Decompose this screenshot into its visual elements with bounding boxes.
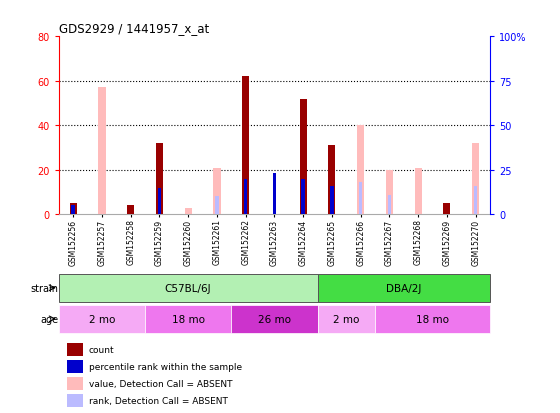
Text: value, Detection Call = ABSENT: value, Detection Call = ABSENT xyxy=(89,379,232,388)
Bar xyxy=(145,305,231,333)
Text: percentile rank within the sample: percentile rank within the sample xyxy=(89,362,242,371)
Bar xyxy=(414,168,422,215)
Bar xyxy=(359,183,362,215)
Text: age: age xyxy=(41,314,59,324)
Bar xyxy=(472,144,479,215)
Bar xyxy=(59,274,318,302)
Bar xyxy=(388,195,391,215)
Text: C57BL/6J: C57BL/6J xyxy=(165,283,212,293)
Text: 18 mo: 18 mo xyxy=(172,314,204,324)
Bar xyxy=(300,100,307,215)
Bar xyxy=(242,77,249,215)
Bar xyxy=(67,360,82,373)
Text: rank, Detection Call = ABSENT: rank, Detection Call = ABSENT xyxy=(89,396,228,405)
Text: 2 mo: 2 mo xyxy=(333,314,360,324)
Bar xyxy=(158,188,161,215)
Bar xyxy=(244,179,248,215)
Bar xyxy=(330,186,334,215)
Bar xyxy=(213,168,221,215)
Bar xyxy=(67,377,82,390)
Bar xyxy=(231,305,318,333)
Bar xyxy=(328,146,335,215)
Text: strain: strain xyxy=(31,283,59,293)
Bar xyxy=(59,305,145,333)
Bar xyxy=(156,144,163,215)
Bar xyxy=(67,343,82,356)
Bar xyxy=(318,274,490,302)
Text: 26 mo: 26 mo xyxy=(258,314,291,324)
Bar xyxy=(215,197,218,215)
Text: GDS2929 / 1441957_x_at: GDS2929 / 1441957_x_at xyxy=(59,21,209,35)
Bar xyxy=(301,179,305,215)
Text: 18 mo: 18 mo xyxy=(416,314,449,324)
Bar xyxy=(273,174,276,215)
Bar xyxy=(69,204,77,215)
Bar xyxy=(127,206,134,215)
Text: count: count xyxy=(89,345,115,354)
Text: DBA/2J: DBA/2J xyxy=(386,283,422,293)
Bar xyxy=(375,305,490,333)
Text: 2 mo: 2 mo xyxy=(88,314,115,324)
Bar xyxy=(67,394,82,407)
Bar xyxy=(357,126,364,215)
Bar xyxy=(386,170,393,215)
Bar xyxy=(185,208,192,215)
Bar xyxy=(72,206,75,215)
Bar xyxy=(474,186,477,215)
Bar xyxy=(444,204,450,215)
Bar xyxy=(318,305,375,333)
Bar xyxy=(99,88,105,215)
